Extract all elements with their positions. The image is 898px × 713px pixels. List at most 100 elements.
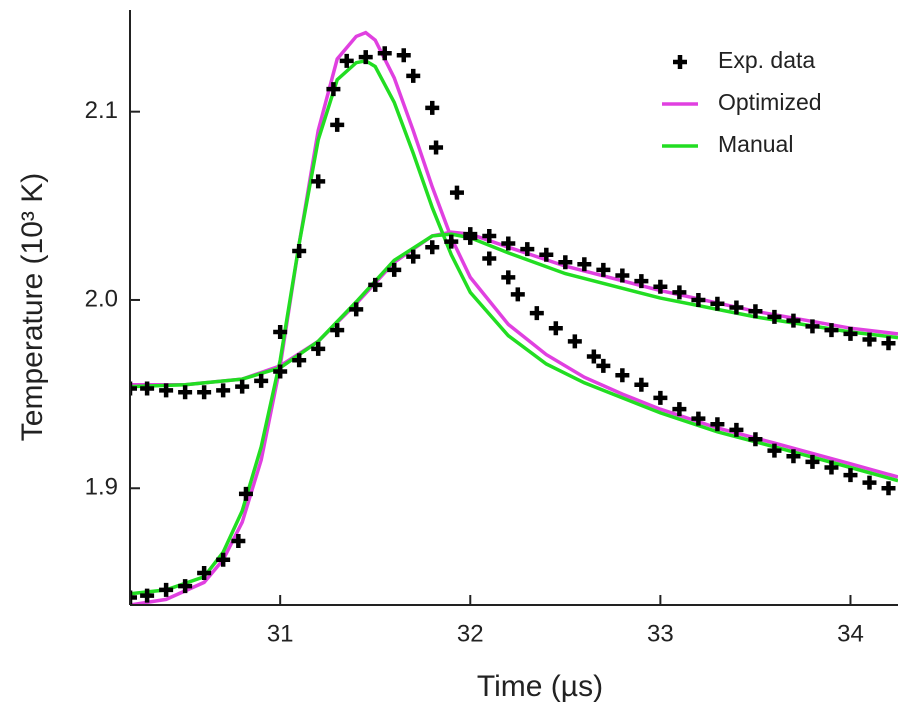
plot-area (130, 30, 898, 605)
data-point (273, 364, 288, 379)
data-point (130, 590, 137, 605)
data-point (615, 268, 630, 283)
data-point (824, 323, 839, 338)
data-point (501, 236, 516, 251)
data-point (862, 332, 877, 347)
data-point (881, 481, 896, 496)
data-point (330, 323, 345, 338)
data-point (596, 262, 611, 277)
data-point (216, 383, 231, 398)
data-point (634, 377, 649, 392)
x-tick-label: 31 (267, 620, 294, 647)
data-point (729, 422, 744, 437)
legend-label: Manual (718, 131, 793, 157)
data-point (235, 379, 250, 394)
data-point (653, 279, 668, 294)
data-point (653, 390, 668, 405)
data-point (349, 302, 364, 317)
data-point (130, 381, 137, 396)
data-point (216, 552, 231, 567)
data-point (231, 533, 246, 548)
data-point (767, 443, 782, 458)
data-point (197, 565, 212, 580)
data-point (691, 411, 706, 426)
data-point (558, 255, 573, 270)
data-point (273, 324, 288, 339)
data-point (510, 287, 525, 302)
data-point (539, 247, 554, 262)
data-point (444, 234, 459, 249)
data-point (786, 449, 801, 464)
data-point (786, 313, 801, 328)
data-point (881, 336, 896, 351)
y-tick-label: 2.0 (85, 285, 118, 312)
data-point (238, 486, 253, 501)
data-point (805, 319, 820, 334)
data-point (396, 48, 411, 63)
data-point (406, 68, 421, 83)
data-point (767, 309, 782, 324)
data-point (159, 582, 174, 597)
data-point (824, 460, 839, 475)
data-point (326, 82, 341, 97)
data-point (482, 228, 497, 243)
data-point (140, 588, 155, 603)
data-point (425, 100, 440, 115)
x-tick-label: 34 (837, 620, 864, 647)
data-point (159, 383, 174, 398)
x-axis-title: Time (µs) (477, 670, 603, 703)
data-point (292, 353, 307, 368)
data-point (548, 321, 563, 336)
data-point (520, 242, 535, 257)
data-point (672, 285, 687, 300)
data-point (748, 432, 763, 447)
data-point (339, 53, 354, 68)
data-point (529, 306, 544, 321)
x-tick-label: 33 (647, 620, 674, 647)
data-point (577, 257, 592, 272)
data-point (425, 240, 440, 255)
data-point (501, 270, 516, 285)
data-point (748, 304, 763, 319)
y-axis-title: Temperature (10³ K) (16, 173, 49, 441)
data-point (691, 292, 706, 307)
data-point (482, 251, 497, 266)
x-tick-label: 32 (457, 620, 484, 647)
data-point (292, 244, 307, 259)
data-point (843, 326, 858, 341)
series-line (130, 58, 898, 596)
y-tick-label: 1.9 (85, 474, 118, 501)
data-point (463, 227, 478, 242)
data-point (843, 468, 858, 483)
data-point (254, 373, 269, 388)
data-point (710, 417, 725, 432)
data-point (311, 341, 326, 356)
legend-marker (673, 55, 687, 69)
data-point (368, 277, 383, 292)
data-point (429, 140, 444, 155)
data-point (178, 385, 193, 400)
data-point (330, 117, 345, 132)
data-point (140, 381, 155, 396)
data-point (862, 475, 877, 490)
data-point (567, 334, 582, 349)
data-point (387, 262, 402, 277)
data-point (710, 296, 725, 311)
data-point (406, 249, 421, 264)
data-point (615, 368, 630, 383)
data-point (449, 185, 464, 200)
data-point (311, 174, 326, 189)
data-point (178, 579, 193, 594)
data-point (586, 349, 601, 364)
data-point (358, 50, 373, 65)
series-line (130, 30, 898, 605)
legend-label: Optimized (718, 89, 822, 115)
legend-label: Exp. data (718, 47, 815, 73)
y-tick-label: 2.1 (85, 97, 118, 124)
data-point (729, 300, 744, 315)
data-point (197, 385, 212, 400)
data-point (672, 402, 687, 417)
data-point (596, 358, 611, 373)
data-point (634, 274, 649, 289)
data-point (377, 46, 392, 61)
